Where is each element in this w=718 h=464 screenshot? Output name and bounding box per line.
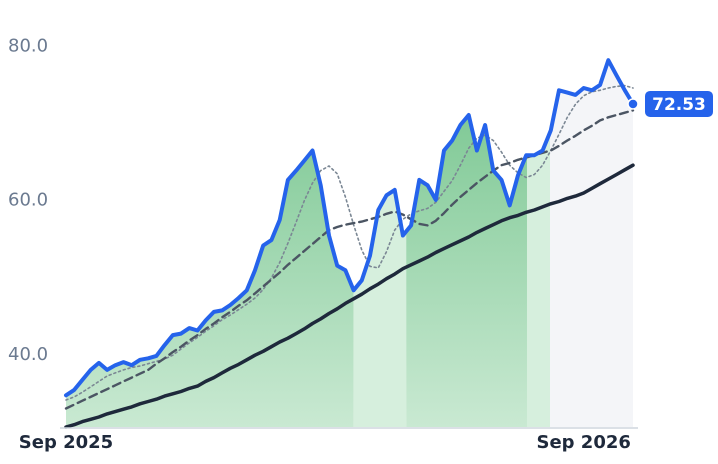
- price-area: [550, 60, 633, 427]
- last-value-badge: [645, 90, 713, 117]
- lines: [64, 58, 635, 429]
- y-tick-label: 60.0: [8, 190, 48, 211]
- x-tick-label: Sep 2025: [19, 432, 113, 453]
- last-value-label: 72.53: [652, 95, 706, 115]
- price-area: [353, 189, 407, 427]
- last-point: [627, 98, 639, 110]
- series-line: [64, 58, 635, 398]
- y-tick-label: 40.0: [8, 344, 48, 365]
- y-tick-label: 80.0: [8, 35, 48, 56]
- areas: [66, 60, 633, 427]
- x-tick-label: Sep 2026: [536, 432, 630, 453]
- series-line: [64, 163, 635, 429]
- series-line: [65, 84, 634, 401]
- price-area: [406, 114, 527, 427]
